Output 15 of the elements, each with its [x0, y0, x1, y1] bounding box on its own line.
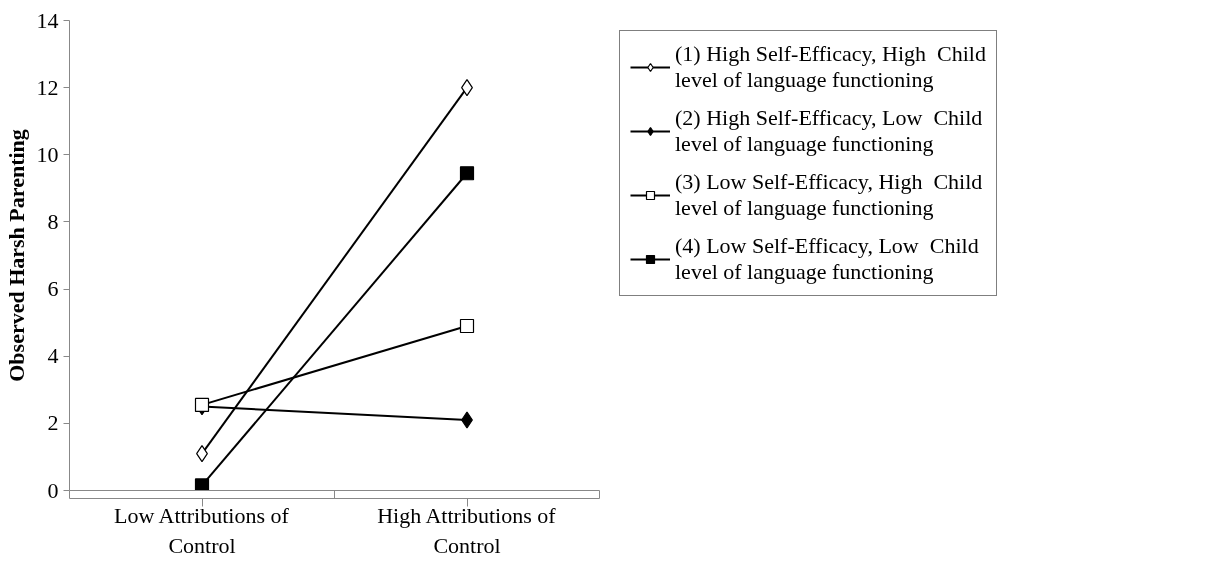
x-tick-label: High Attributions of Control: [377, 502, 557, 558]
y-tick-label: 0: [47, 477, 59, 503]
legend-label: (1) High Self-Efficacy, High Child level of language functioning: [675, 41, 986, 93]
legend-label: (2) High Self-Efficacy, Low Child level of language functioning: [675, 105, 983, 157]
y-tick-label: 12: [36, 74, 59, 100]
y-tick-label: 8: [47, 208, 59, 234]
y-tick-label: 14: [36, 7, 59, 33]
legend-label: (3) Low Self-Efficacy, High Child level of language functioning: [675, 169, 983, 221]
y-tick-label: 2: [47, 410, 59, 436]
x-tick-label: Low Attributions of Control: [114, 502, 290, 558]
y-tick-label: 4: [47, 343, 59, 369]
y-axis-title: Observed Harsh Parenting: [3, 129, 29, 382]
y-tick-label: 6: [47, 276, 59, 302]
legend-label: (4) Low Self-Efficacy, Low Child level of language functioning: [675, 233, 979, 285]
y-tick-label: 10: [36, 141, 59, 167]
